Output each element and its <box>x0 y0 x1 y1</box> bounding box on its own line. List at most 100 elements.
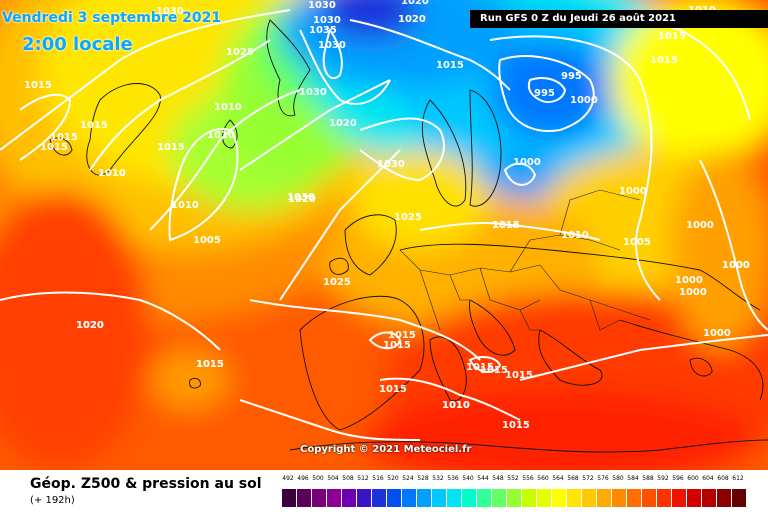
scale-color-swatch <box>387 489 401 507</box>
isobar-label: 1020 <box>76 320 104 331</box>
scale-tick-label: 492 <box>282 475 294 482</box>
isobar-label: 1035 <box>309 25 337 36</box>
isobar-label: 1000 <box>722 260 750 271</box>
isobar-label: 1030 <box>377 159 405 170</box>
isobar-label: 1015 <box>492 220 520 231</box>
scale-color-swatch <box>507 489 521 507</box>
isobar-label: 1015 <box>658 31 686 42</box>
scale-tick-label: 572 <box>582 475 594 482</box>
isobar-label: 1010 <box>207 130 235 141</box>
scale-color-swatch <box>372 489 386 507</box>
color-scale-legend: 492 496 500 504 508 512 516 520 524 528 532 536 540 5… <box>282 475 754 510</box>
isobar-label: 1010 <box>98 168 126 179</box>
isobar-label: 1015 <box>24 80 52 91</box>
isobar-label: 1030 <box>318 40 346 51</box>
isobar-label: 1030 <box>287 192 315 203</box>
scale-tick-label: 512 <box>357 475 369 482</box>
isobar-label: 1005 <box>623 237 651 248</box>
country-borders <box>399 189 651 331</box>
isobar-label: 1015 <box>388 330 416 341</box>
isobar-label: 1020 <box>329 118 357 129</box>
scale-tick-label: 608 <box>717 475 729 482</box>
scale-tick-label: 528 <box>417 475 429 482</box>
forecast-time: 2:00 locale <box>22 34 133 55</box>
scale-color-swatch <box>597 489 611 507</box>
scale-tick-label: 588 <box>642 475 654 482</box>
scale-color-swatch <box>342 489 356 507</box>
isobar-label: 1030 <box>156 6 184 17</box>
scale-tick-label: 556 <box>522 475 534 482</box>
scale-color-swatch <box>537 489 551 507</box>
coastlines <box>49 19 768 453</box>
scale-tick-label: 496 <box>297 475 309 482</box>
isobar-label: 1005 <box>193 235 221 246</box>
isobar-label: 1015 <box>492 220 520 231</box>
scale-color-swatch <box>312 489 326 507</box>
isobar-label: 1030 <box>308 0 336 11</box>
isobar-label: 1000 <box>675 275 703 286</box>
scale-color-swatch <box>657 489 671 507</box>
isobar-label: 1030 <box>299 87 327 98</box>
isobar-label: 995 <box>534 88 555 99</box>
scale-tick-label: 500 <box>312 475 324 482</box>
isobar-label: 995 <box>561 71 582 82</box>
isobar-label: 1015 <box>50 132 78 143</box>
scale-tick-label: 520 <box>387 475 399 482</box>
scale-color-swatch <box>612 489 626 507</box>
scale-color-swatch <box>282 489 296 507</box>
isobar-label: 1020 <box>401 0 429 7</box>
isobar-label: 1000 <box>722 260 750 271</box>
scale-tick-label: 592 <box>657 475 669 482</box>
isobar-label: 1010 <box>561 230 589 241</box>
copyright: Copyright © 2021 Meteociel.fr <box>300 444 472 455</box>
isobar-label: 1010 <box>171 200 199 211</box>
scale-color-swatch <box>702 489 716 507</box>
scale-tick-label: 604 <box>702 475 714 482</box>
isobar-label: 1000 <box>679 287 707 298</box>
isobar-label: 1015 <box>502 420 530 431</box>
scale-tick-label: 564 <box>552 475 564 482</box>
scale-tick-label: 584 <box>627 475 639 482</box>
isobar-label: 1000 <box>570 95 598 106</box>
forecast-date: Vendredi 3 septembre 2021 <box>2 10 222 26</box>
isobar-label: 1015 <box>379 384 407 395</box>
scale-tick-label: 536 <box>447 475 459 482</box>
isobar-label: 1015 <box>157 142 185 153</box>
scale-color-swatch <box>297 489 311 507</box>
scale-tick-label: 516 <box>372 475 384 482</box>
isobar-label: 1020 <box>76 320 104 331</box>
scale-color-swatch <box>327 489 341 507</box>
isobar-label: 1000 <box>619 186 647 197</box>
scale-color-swatch <box>417 489 431 507</box>
isobars <box>0 9 768 441</box>
scale-color-swatch <box>552 489 566 507</box>
scale-color-swatch <box>402 489 416 507</box>
footer-bar: Géop. Z500 & pression au sol (+ 192h) 49… <box>0 470 768 512</box>
scale-tick-label: 508 <box>342 475 354 482</box>
scale-color-swatch <box>567 489 581 507</box>
isobar-label: 1015 <box>40 142 68 153</box>
scale-color-swatch <box>732 489 746 507</box>
isobar-label: 1000 <box>703 328 731 339</box>
scale-tick-label: 612 <box>732 475 744 482</box>
isobar-label: 1000 <box>513 157 541 168</box>
scale-color-swatch <box>627 489 641 507</box>
scale-tick-label: 560 <box>537 475 549 482</box>
isobar-label: 1010 <box>442 400 470 411</box>
isobar-label: 1015 <box>466 362 494 373</box>
scale-color-swatch <box>432 489 446 507</box>
isobar-label: 1015 <box>505 370 533 381</box>
scale-tick-label: 540 <box>462 475 474 482</box>
isobar-label: 1015 <box>80 120 108 131</box>
run-info: Run GFS 0 Z du Jeudi 26 août 2021 <box>470 10 768 28</box>
scale-tick-label: 532 <box>432 475 444 482</box>
scale-color-swatch <box>522 489 536 507</box>
isobar-labels: 1030 1020 1030 1030 1035 1030 1020 1025 … <box>24 0 750 431</box>
scale-color-swatch <box>687 489 701 507</box>
map-title: Géop. Z500 & pression au sol <box>30 476 262 492</box>
isobar-label: 1015 <box>383 340 411 351</box>
scale-color-swatch <box>462 489 476 507</box>
scale-tick-label: 524 <box>402 475 414 482</box>
isobar-label: 1015 <box>492 220 520 231</box>
